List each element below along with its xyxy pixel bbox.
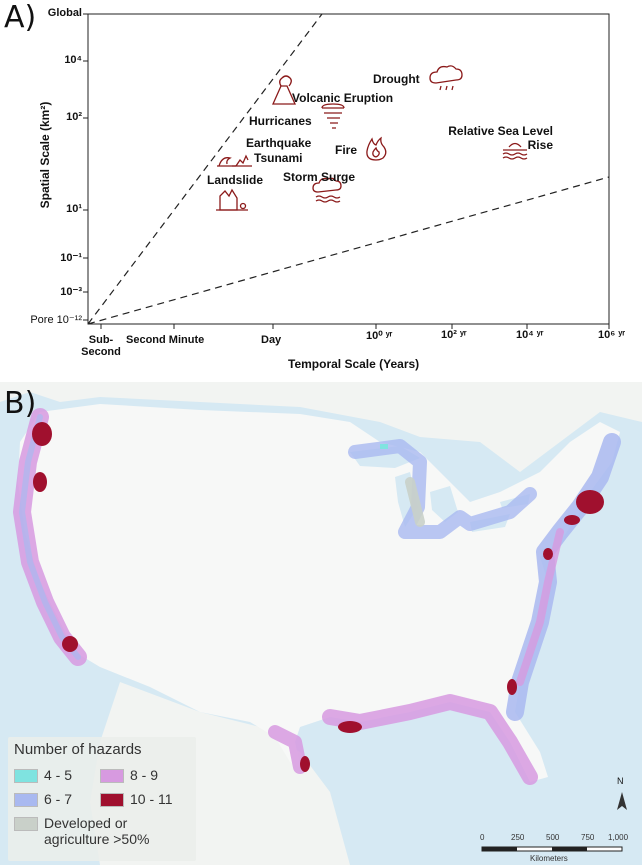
cloud-rain-icon bbox=[429, 65, 463, 91]
hazard-label-fire: Fire bbox=[335, 143, 358, 157]
hazard-label-tsunami: Tsunami bbox=[254, 151, 303, 165]
tsunami-icon bbox=[217, 157, 236, 167]
y-tick-1em3: 10⁻³ bbox=[60, 286, 82, 298]
hazard-label-drought: Drought bbox=[373, 72, 420, 86]
x-axis-title: Temporal Scale (Years) bbox=[288, 357, 420, 371]
scale-tick-250: 250 bbox=[511, 833, 525, 842]
usa-map bbox=[0, 382, 642, 865]
sea-level-icon bbox=[502, 142, 528, 160]
x-tick-1e0: 10⁰ ʸʳ bbox=[366, 330, 393, 342]
y-tick-1e4: 10⁴ bbox=[64, 54, 82, 66]
legend-item-4-5: 4 - 5 bbox=[14, 767, 72, 784]
scale-tick-1000: 1,000 bbox=[608, 833, 629, 842]
scale-unit: Kilometers bbox=[530, 854, 568, 863]
y-tick-global: Global bbox=[47, 7, 82, 19]
map-legend: Number of hazards 4 - 5 8 - 9 6 - 7 10 -… bbox=[8, 737, 196, 861]
y-axis-ticks bbox=[83, 13, 88, 321]
north-arrow-icon bbox=[617, 792, 627, 810]
hurricane-icon bbox=[321, 103, 345, 129]
earthquake-icon bbox=[232, 154, 252, 167]
x-tick-day: Day bbox=[261, 334, 282, 346]
hazard-map bbox=[0, 382, 642, 865]
x-axis-ticks bbox=[100, 324, 610, 329]
fire-icon bbox=[366, 136, 387, 161]
hazard-label-earthquake: Earthquake bbox=[246, 136, 312, 150]
x-tick-1e2: 10² ʸʳ bbox=[441, 329, 467, 341]
lower-dashed-line bbox=[87, 176, 610, 325]
x-tick-1e4: 10⁴ ʸʳ bbox=[516, 329, 544, 341]
scale-tick-0: 0 bbox=[480, 833, 485, 842]
scale-tick-500: 500 bbox=[546, 833, 560, 842]
legend-item-6-7: 6 - 7 bbox=[14, 791, 72, 808]
hazard-label-hurricanes: Hurricanes bbox=[249, 114, 312, 128]
legend-swatch bbox=[100, 769, 124, 784]
hazard-label-storm-surge: Storm Surge bbox=[283, 170, 356, 184]
y-tick-1em1: 10⁻¹ bbox=[60, 252, 82, 264]
volcano-icon bbox=[271, 75, 297, 105]
legend-item-developed: Developed or agriculture >50% bbox=[14, 815, 149, 847]
panel-b-label: B) bbox=[4, 386, 37, 421]
x-tick-1e6: 10⁶ ʸʳ bbox=[598, 329, 626, 341]
y-tick-1e1: 10¹ bbox=[66, 203, 82, 215]
hazard-label-landslide: Landslide bbox=[207, 173, 264, 187]
legend-swatch bbox=[14, 769, 38, 784]
y-tick-1e2: 10² bbox=[66, 111, 82, 123]
north-label: N bbox=[617, 776, 624, 786]
scale-diagram bbox=[83, 13, 610, 329]
storm-surge-icon bbox=[312, 177, 342, 203]
legend-title: Number of hazards bbox=[14, 741, 142, 758]
scale-bar-graphic bbox=[481, 846, 623, 852]
panel-a-label: A) bbox=[4, 0, 37, 35]
legend-swatch bbox=[14, 817, 38, 831]
legend-item-8-9: 8 - 9 bbox=[100, 767, 158, 784]
x-tick-subsecond: Sub- Second bbox=[81, 334, 121, 358]
plot-frame bbox=[87, 13, 610, 325]
x-tick-second-minute: Second Minute bbox=[126, 334, 205, 346]
hazard-label-volcanic-eruption: Volcanic Eruption bbox=[292, 91, 394, 105]
scale-tick-750: 750 bbox=[581, 833, 595, 842]
y-axis-title: Spatial Scale (km²) bbox=[38, 101, 52, 209]
landslide-icon bbox=[216, 188, 248, 211]
y-tick-pore: Pore 10⁻¹² bbox=[30, 314, 82, 326]
legend-swatch bbox=[100, 793, 124, 808]
legend-swatch bbox=[14, 793, 38, 808]
hazard-label-sea-level-rise: Relative Sea Level Rise bbox=[448, 124, 553, 152]
legend-item-10-11: 10 - 11 bbox=[100, 791, 173, 808]
upper-dashed-line bbox=[87, 13, 323, 325]
